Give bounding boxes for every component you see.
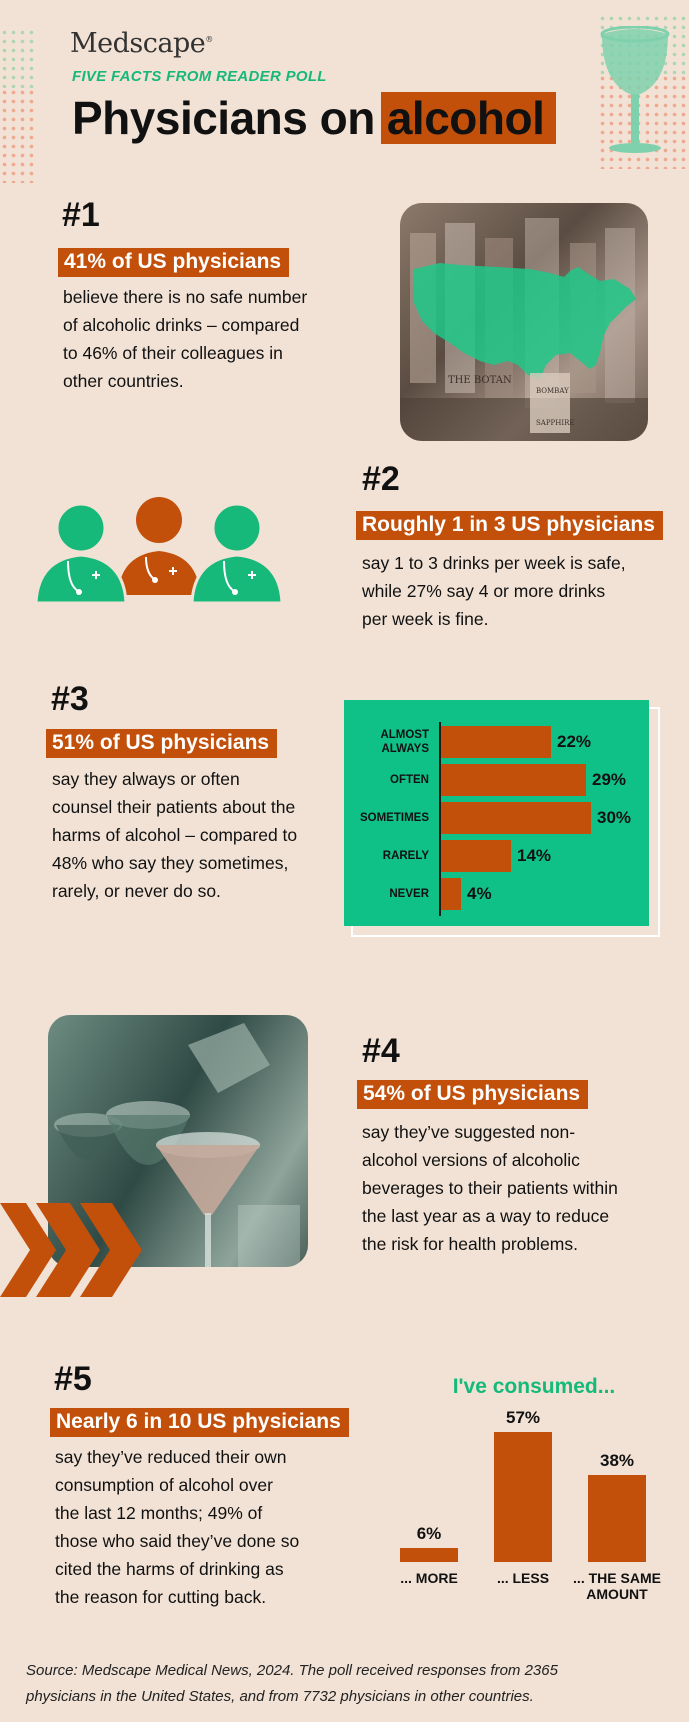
physicians-icon-group (34, 497, 284, 605)
bar-value-label: 4% (467, 884, 492, 903)
fact-3-line: say they always or often (52, 769, 240, 789)
fact-4-number: #4 (362, 1032, 400, 1070)
logo: Medscape® (70, 28, 213, 59)
bar-value-label: 14% (517, 846, 552, 865)
fact-5-line: the reason for cutting back. (55, 1587, 267, 1607)
bar-value-label: 6% (416, 1524, 442, 1544)
title-highlight: alcohol (380, 92, 557, 144)
fact-3-text: say they always or often counsel their p… (52, 765, 352, 905)
fact-2-line: while 27% say 4 or more drinks (362, 581, 606, 601)
wine-glass-icon (600, 26, 670, 153)
bar (441, 726, 551, 758)
bar-value-label: 29% (592, 770, 627, 789)
bar (494, 1432, 552, 1562)
fact-3-number: #3 (51, 680, 89, 718)
bottle-label-right-1: BOMBAY (536, 387, 569, 395)
fact-5-line: those who said they’ve done so (55, 1531, 300, 1551)
fact-2-text: say 1 to 3 drinks per week is safe, whil… (362, 549, 662, 633)
physician-icon-right (190, 502, 284, 605)
bottle-label-left: THE BOTAN (448, 375, 512, 386)
category-label: RARELY (382, 850, 429, 862)
category-label: ... THE SAME AMOUNT (573, 1570, 661, 1602)
bar (441, 764, 586, 796)
fact-3-line: harms of alcohol – compared to (52, 825, 298, 845)
bar (441, 878, 461, 910)
bottle-label-right-2: SAPPHIRE (536, 419, 575, 427)
fact-5-line: say they’ve reduced their own (55, 1447, 287, 1467)
bar (441, 802, 591, 834)
bar-value-label: 38% (599, 1451, 635, 1471)
fact-4-tag: 54% of US physicians (357, 1080, 589, 1109)
page-title: Physicians on alcohol (72, 88, 557, 148)
dot-pattern-green-left (0, 28, 34, 88)
bar (400, 1548, 458, 1562)
source-note: Source: Medscape Medical News, 2024. The… (26, 1658, 666, 1710)
chevron-arrows-icon (0, 1203, 142, 1297)
fact-3-line: counsel their patients about the (52, 797, 296, 817)
fact-1-line: other countries. (63, 371, 184, 391)
bar (588, 1475, 646, 1562)
fact-5-tag: Nearly 6 in 10 US physicians (50, 1408, 349, 1437)
fact-1-text: believe there is no safe number of alcoh… (63, 283, 353, 395)
fact-5-line: the last 12 months; 49% of (55, 1503, 263, 1523)
category-label: SOMETIMES (359, 812, 429, 824)
fact-3-line: rarely, or never do so. (52, 881, 221, 901)
fact-3-line: 48% who say they sometimes, (52, 853, 289, 873)
fact-5-line: consumption of alcohol over (55, 1475, 273, 1495)
physician-icon-center (118, 497, 200, 595)
fact-2-tag: Roughly 1 in 3 US physicians (356, 511, 663, 540)
fact-2-number: #2 (362, 460, 400, 498)
physician-icon-left (34, 502, 128, 605)
us-map-shape (414, 263, 636, 379)
bar (441, 840, 511, 872)
fact-5-line: cited the harms of drinking as (55, 1559, 284, 1579)
kicker: FIVE FACTS FROM READER POLL (72, 68, 327, 85)
source-line: Source: Medscape Medical News, 2024. The… (26, 1662, 558, 1679)
vertical-bar-chart: 6% ... MORE 57% ... LESS 38% ... THE SAME AMOU… (390, 1400, 680, 1610)
fact-1-number: #1 (62, 196, 100, 234)
fact-5-text: say they’ve reduced their own consumptio… (55, 1443, 355, 1611)
fact-4-line: beverages to their patients within (362, 1178, 618, 1198)
bar-value-label: 30% (597, 808, 632, 827)
fact-2-line: say 1 to 3 drinks per week is safe, (362, 553, 626, 573)
bar-value-label: 57% (505, 1408, 541, 1427)
fact-1-line: to 46% of their colleagues in (63, 343, 283, 363)
bar-value-label: 22% (557, 732, 592, 751)
fact-4-line: alcohol versions of alcoholic (362, 1150, 580, 1170)
chart-axis-line (439, 722, 441, 916)
fact-4-line: say they’ve suggested non- (362, 1122, 576, 1142)
fact-1-tag: 41% of US physicians (58, 248, 290, 277)
fact-4-text: say they’ve suggested non- alcohol versi… (362, 1118, 672, 1258)
fact-1-line: believe there is no safe number (63, 287, 308, 307)
cocktail-photo (48, 1015, 308, 1267)
category-label: OFTEN (390, 774, 429, 786)
vertical-bar-chart-title: I've consumed... (452, 1375, 616, 1398)
fact-4-line: the risk for health problems. (362, 1234, 578, 1254)
category-label: ALMOST ALWAYS (380, 729, 429, 755)
bar-shelf-photo: THE BOTAN BOMBAY SAPPHIRE (400, 203, 648, 441)
fact-1-line: of alcoholic drinks – compared (63, 315, 300, 335)
title-text: Physicians on (72, 92, 375, 144)
source-line: physicians in the United States, and fro… (26, 1688, 534, 1705)
fact-3-tag: 51% of US physicians (46, 729, 278, 758)
category-label: ... MORE (400, 1570, 458, 1586)
fact-4-line: the last year as a way to reduce (362, 1206, 610, 1226)
category-label: NEVER (389, 888, 429, 900)
dot-pattern-orange-left (0, 88, 34, 183)
horizontal-bar-chart: ALMOST ALWAYS 22% OFTEN 29% SOMETIMES 30% RAREL… (344, 700, 649, 926)
fact-5-number: #5 (54, 1360, 92, 1398)
fact-2-line: per week is fine. (362, 609, 489, 629)
category-label: ... LESS (496, 1570, 550, 1586)
